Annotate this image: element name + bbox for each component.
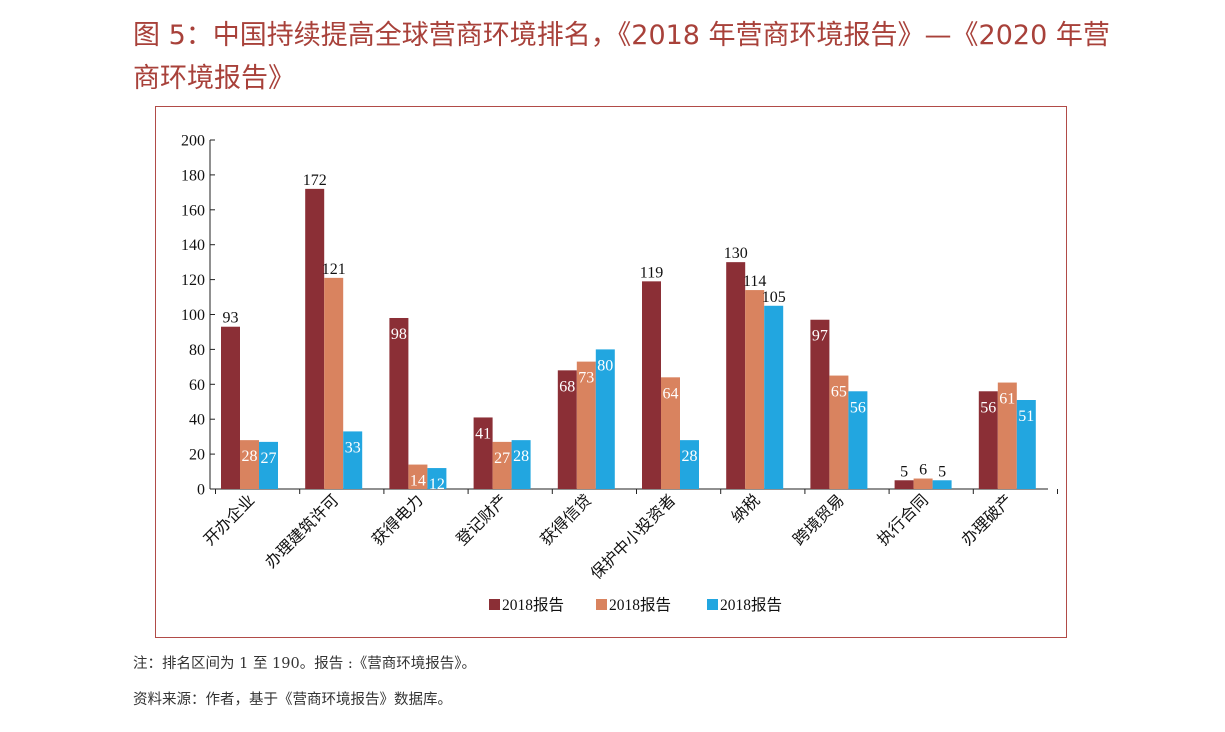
bar [726,262,746,489]
bar [389,317,409,489]
data-label: 28 [513,448,529,465]
bar [557,370,577,489]
bar [576,361,596,489]
data-label: 65 [831,384,847,401]
bar [848,391,868,489]
data-label: 28 [682,448,698,465]
bar [1016,400,1036,489]
y-tick-label: 0 [197,482,205,499]
data-label: 33 [345,439,361,456]
legend-swatch [707,599,718,610]
data-label: 61 [999,391,1015,408]
data-label: 56 [980,399,996,416]
bar [913,478,933,489]
category-label: 办理建筑许可 [262,491,343,572]
category-label: 保护中小投资者 [587,491,679,583]
data-label: 119 [640,264,663,281]
data-label: 5 [938,463,946,480]
data-label: 28 [242,448,258,465]
bar [932,480,952,489]
bar [511,440,531,489]
y-tick-label: 80 [189,342,205,359]
y-tick-label: 180 [181,167,205,184]
category-label: 办理破产 [958,491,1016,549]
data-label: 97 [812,328,828,345]
bar [595,349,615,489]
y-tick-label: 60 [189,377,205,394]
bar [642,281,661,489]
y-tick-label: 20 [189,447,205,464]
bar [427,468,447,489]
bars-group [221,188,1036,490]
bar [745,290,765,489]
data-label: 130 [724,245,748,262]
bar [894,480,914,489]
chart-frame [155,106,1067,638]
data-label: 56 [850,399,866,416]
chart-source: 资料来源：作者，基于《营商环境报告》数据库。 [133,692,452,708]
data-label: 64 [663,385,679,402]
legend-swatch [596,599,607,610]
data-label: 6 [919,462,927,479]
data-label: 41 [475,425,491,442]
data-label: 105 [762,289,786,306]
bar [829,375,849,489]
y-axis: 0 20 40 60 80 100 120 140 160 180 200 [181,133,215,499]
bar [343,431,363,489]
bar [259,441,278,489]
chart-note: 注：排名区间为 1 至 190。报告 :《营商环境报告》。 [133,656,476,672]
x-axis [210,488,1058,494]
figure-title: 图 5：中国持续提高全球营商环境排名，《2018 年营商环境报告》—《2020 … [133,20,1110,94]
category-label: 获得信贷 [537,491,595,549]
data-label: 98 [391,326,407,343]
data-label: 27 [494,450,510,467]
legend: 2018报告 2018报告 2018报告 [489,596,782,614]
bar [661,377,680,489]
data-label: 51 [1018,408,1034,425]
category-labels-group: 开办企业 办理建筑许可 获得电力 登记财产 获得信贷保护中小投资者 纳税 跨境贸易 执行合同办… [200,490,1016,583]
bar [680,440,699,489]
bar [408,464,428,489]
bar [997,382,1017,489]
bar [473,417,493,489]
data-label: 68 [559,378,575,395]
y-tick-label: 100 [181,307,205,324]
y-tick-label: 140 [181,237,205,254]
data-label: 93 [223,310,239,327]
data-label: 121 [322,261,346,278]
legend-swatch [489,599,500,610]
bar [978,391,998,489]
category-label: 开办企业 [200,491,258,549]
category-label: 登记财产 [453,491,511,549]
data-label: 172 [303,172,327,189]
bar [764,305,784,489]
data-label: 27 [261,450,277,467]
data-label: 12 [429,476,445,493]
y-tick-label: 160 [181,202,205,219]
data-label: 114 [743,273,766,290]
y-tick-label: 120 [181,272,205,289]
category-label: 跨境贸易 [789,490,848,549]
y-tick-label: 200 [181,133,205,150]
legend-label: 2018报告 [502,596,564,614]
category-label: 获得电力 [369,491,427,549]
category-label: 纳税 [728,491,763,526]
category-label: 执行合同 [874,491,932,549]
data-label: 14 [410,473,426,490]
data-label: 80 [597,357,613,374]
data-label: 73 [578,370,594,387]
bar [305,188,325,490]
data-label: 5 [900,463,908,480]
bar [492,441,512,489]
legend-label: 2018报告 [720,596,782,614]
bar [810,319,830,489]
bar [240,440,259,489]
legend-label: 2018报告 [609,596,671,614]
bar [221,326,240,489]
y-tick-label: 40 [189,412,205,429]
bar [324,277,344,489]
